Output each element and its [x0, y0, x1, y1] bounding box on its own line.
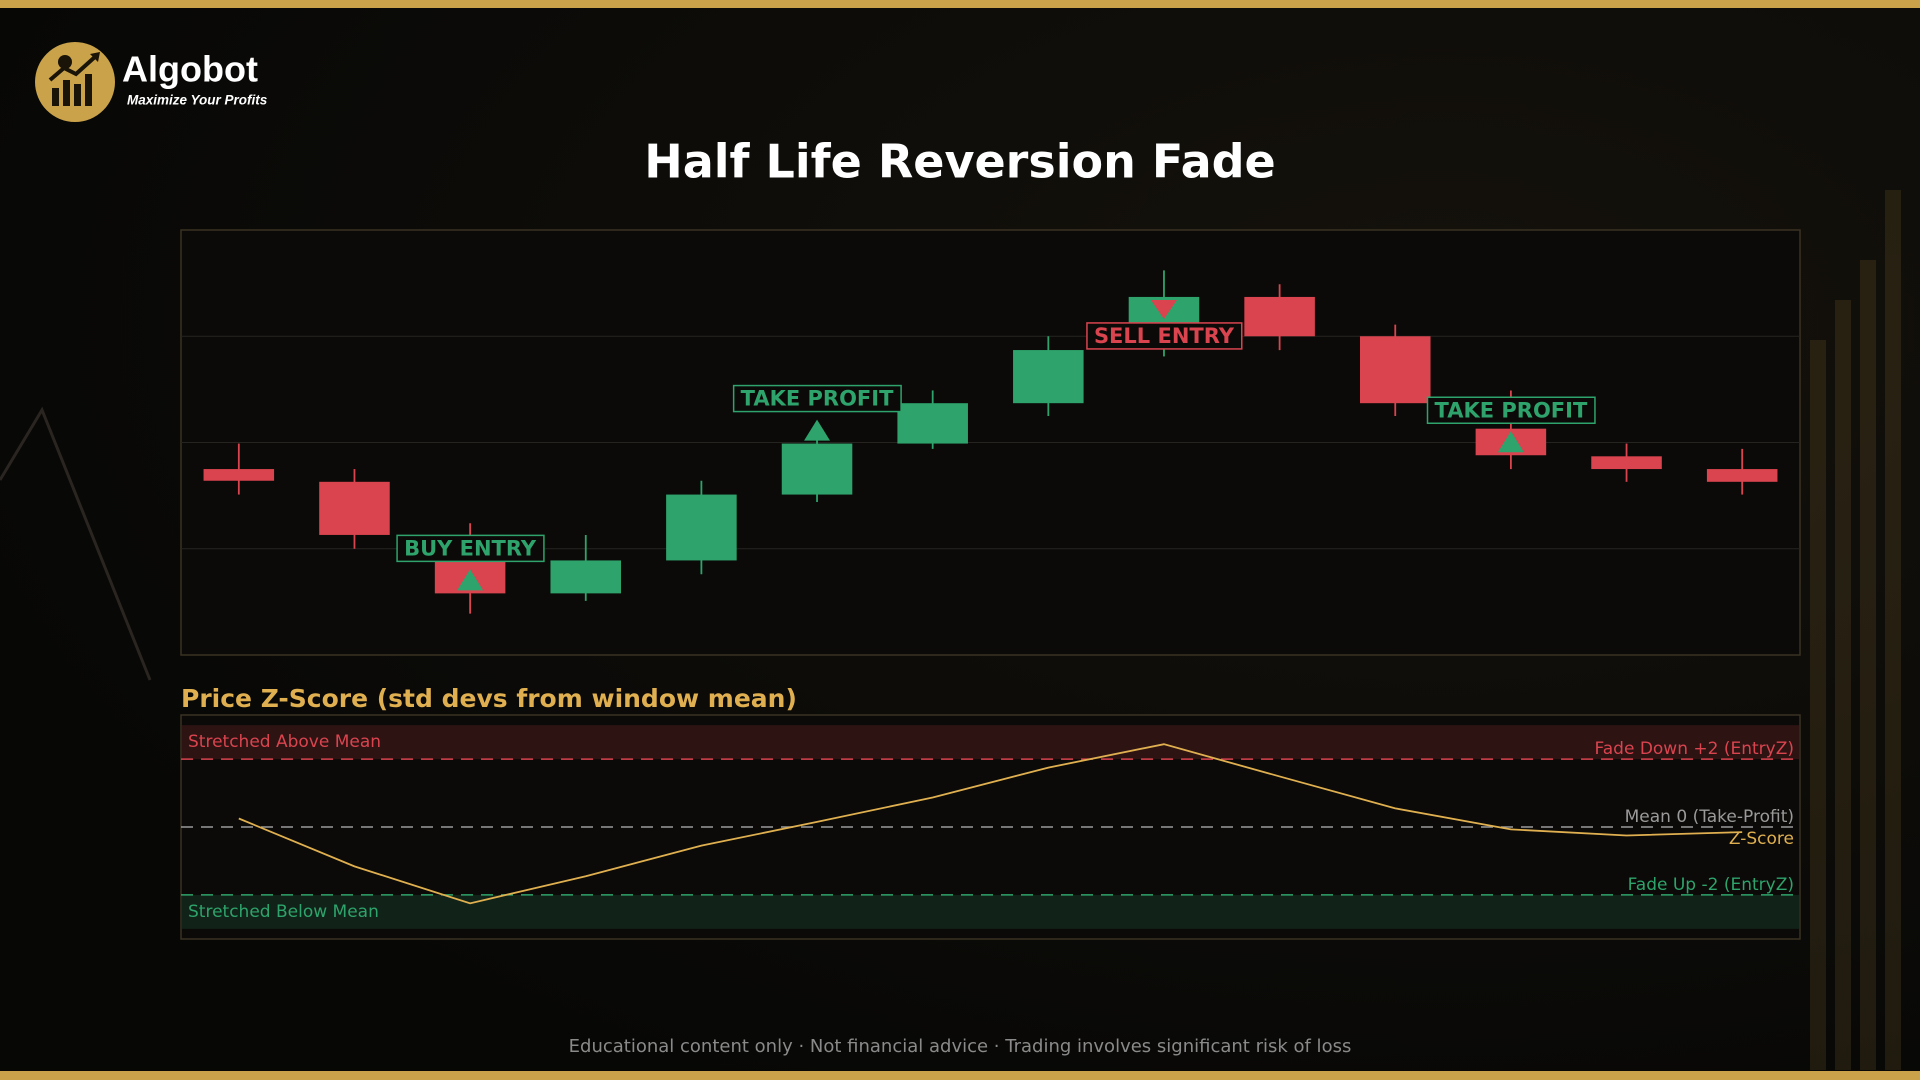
annotation: TAKE PROFIT	[732, 384, 902, 413]
annotation-box	[1086, 322, 1243, 350]
brand-name: Algobot	[122, 49, 258, 90]
chart-title: Half Life Reversion Fade	[644, 135, 1276, 189]
logo-icon	[85, 74, 92, 106]
logo-icon	[58, 55, 72, 69]
candle-body	[550, 560, 622, 594]
logo-icon	[90, 52, 100, 62]
buy-marker	[804, 419, 831, 441]
zone-label: Stretched Above Mean	[188, 732, 381, 752]
candle-body	[781, 443, 853, 495]
sell-marker	[1150, 299, 1177, 319]
top-border	[0, 0, 1920, 8]
zone	[182, 894, 1799, 929]
annotation-label: BUY ENTRY	[404, 536, 537, 560]
buy-marker	[1497, 431, 1524, 453]
reference-label: Fade Down +2 (EntryZ)	[1595, 739, 1794, 759]
candle-body	[1013, 350, 1084, 404]
logo-badge	[35, 42, 115, 122]
background-decoration	[0, 406, 152, 681]
brand-tagline: Maximize Your Profits	[127, 93, 268, 108]
candle-body	[1591, 456, 1662, 470]
candle-body	[897, 403, 968, 444]
series-label: Z-Score	[1729, 829, 1794, 849]
candle-body	[1706, 469, 1778, 482]
logo: Algobot Maximize Your Profits	[35, 42, 268, 122]
buy-marker	[457, 569, 484, 591]
logo-icon	[63, 80, 70, 106]
zscore-line	[238, 743, 1743, 905]
background-decoration	[1810, 190, 1901, 1070]
logo-icon	[48, 54, 98, 82]
zone-label: Stretched Below Mean	[188, 902, 379, 922]
bottom-border	[0, 1071, 1920, 1080]
logo-icon	[52, 88, 59, 106]
reference-label: Mean 0 (Take-Profit)	[1625, 807, 1794, 827]
candle-body	[1244, 296, 1315, 337]
annotation-label: SELL ENTRY	[1094, 324, 1235, 348]
annotation-box	[732, 384, 902, 413]
annotation: TAKE PROFIT	[1426, 396, 1596, 424]
annotation-label: TAKE PROFIT	[741, 387, 894, 411]
annotation: SELL ENTRY	[1086, 322, 1243, 350]
annotation-label: TAKE PROFIT	[1435, 398, 1588, 422]
annotation-box	[1426, 396, 1596, 424]
candle-body	[1359, 336, 1431, 404]
footer-disclaimer: Educational content only · Not financial…	[569, 1036, 1352, 1057]
zscore-title: Price Z-Score (std devs from window mean…	[181, 684, 797, 713]
logo-icon	[74, 84, 81, 106]
candle-body	[319, 481, 390, 535]
annotation-box	[396, 534, 545, 563]
candle-body	[203, 469, 275, 481]
candle-body	[666, 494, 737, 561]
zone	[182, 725, 1799, 760]
annotation: BUY ENTRY	[396, 534, 545, 563]
reference-label: Fade Up -2 (EntryZ)	[1628, 875, 1794, 895]
